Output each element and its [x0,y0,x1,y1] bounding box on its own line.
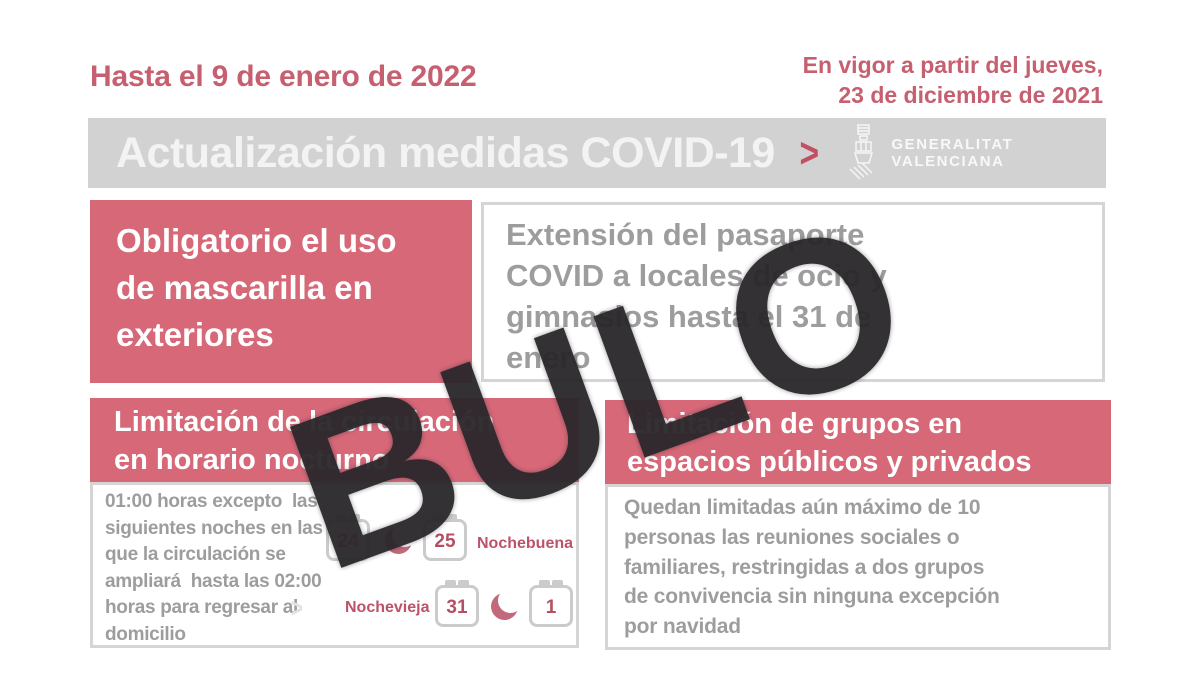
banner-title: Actualización medidas COVID-19 [116,128,775,177]
groups-description: Quedan limitadas aún máximo de 10 person… [624,496,1000,639]
curfew-section-title: Limitación de la circulación en horario … [90,398,579,482]
logo-line-1: GENERALITAT [891,135,1014,153]
effective-date-label: En vigor a partir del jueves, 23 de dici… [802,52,1103,109]
logo-line-2: VALENCIANA [891,153,1005,170]
validity-date-label: Hasta el 9 de enero de 2022 [90,60,477,93]
curfew-description: 01:00 horas excepto las siguientes noche… [105,491,323,645]
chevron-right-icon: > [799,129,819,176]
calendar-1-icon: 1 [529,585,573,627]
calendar-rings-icon [539,580,563,587]
nochevieja-label: Nochevieja [345,599,430,616]
logo-wordmark: GENERALITAT VALENCIANA [891,136,1013,171]
nochebuena-label: Nochebuena [477,535,574,552]
title-banner: Actualización medidas COVID-19 > [88,118,1106,188]
calendar-25-icon: 25 [423,519,467,561]
generalitat-valenciana-logo: GENERALITAT VALENCIANA [847,124,1013,182]
generalitat-emblem-icon [849,124,874,180]
calendar-day-number: 25 [434,530,456,552]
faint-arrow-icon: > [290,593,303,623]
calendar-rings-icon [445,580,469,587]
moon-icon [385,522,417,554]
covid-passport-card: Extensión del pasaporte COVID a locales … [481,202,1105,382]
moon-icon [491,588,523,620]
calendar-day-number: 24 [337,530,359,552]
calendar-rings-icon [336,514,360,521]
calendar-31-icon: 31 [435,585,479,627]
groups-section-body: Quedan limitadas aún máximo de 10 person… [605,484,1111,650]
mask-mandate-card: Obligatorio el uso de mascarilla en exte… [90,200,472,383]
groups-section-title: Limitación de grupos en espacios público… [605,400,1111,484]
calendar-day-number: 31 [446,596,468,618]
curfew-section-body: 01:00 horas excepto las siguientes noche… [90,482,579,648]
calendar-24-icon: 24 [326,519,370,561]
calendar-day-number: 1 [545,596,557,618]
calendar-rings-icon [433,514,457,521]
